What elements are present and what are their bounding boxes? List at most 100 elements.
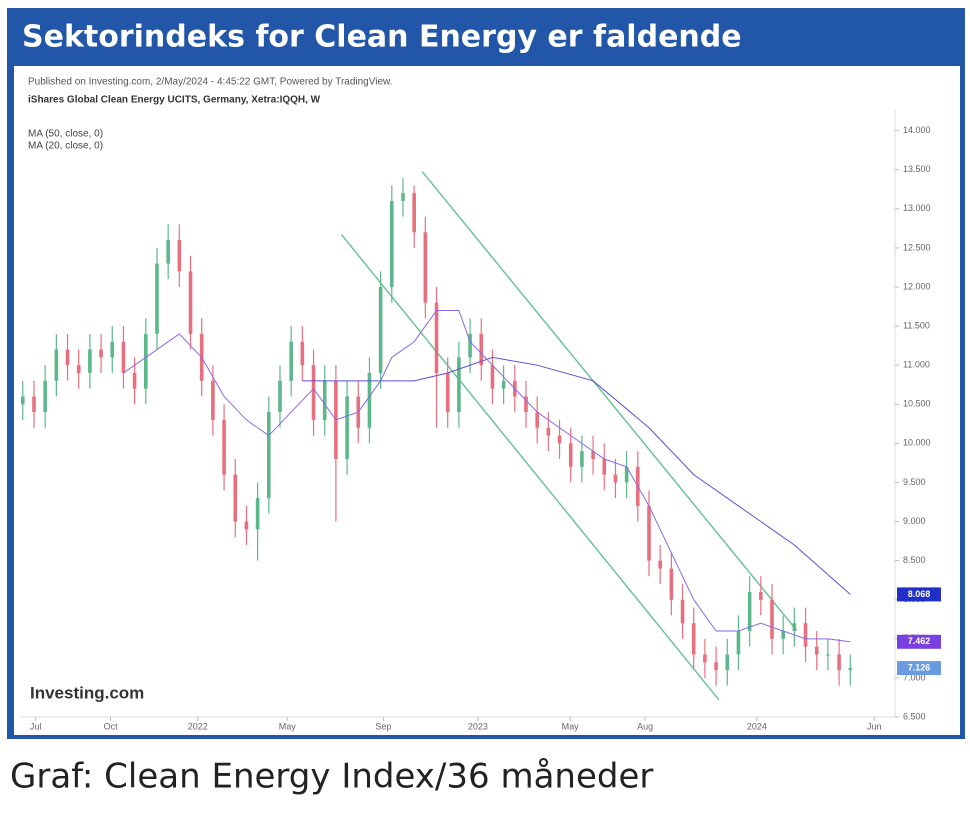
candle-body	[412, 193, 416, 233]
candle-body	[468, 333, 472, 358]
x-tick-label: 2023	[468, 721, 488, 731]
candle-body	[613, 474, 618, 483]
candle-body	[132, 373, 137, 389]
candle-body	[591, 451, 595, 459]
candle-body	[99, 349, 103, 358]
candle-body	[445, 373, 450, 413]
candle-body	[367, 373, 372, 428]
y-tick-label: 11.500	[903, 320, 930, 330]
candle-body	[322, 380, 327, 420]
candle-body	[255, 498, 260, 530]
candle-body	[647, 505, 651, 561]
published-note: Published on Investing.com, 2/May/2024 -…	[28, 77, 392, 88]
legend-entry: MA (50, close, 0)	[28, 129, 103, 140]
x-tick-label: Aug	[637, 721, 653, 731]
trendline	[421, 170, 798, 631]
candle-body	[490, 365, 495, 389]
candle-body	[143, 333, 148, 389]
candle-body	[568, 443, 573, 467]
legend-entry: MA (20, close, 0)	[28, 141, 103, 152]
candle-body	[770, 599, 774, 639]
x-tick-label: Oct	[104, 721, 119, 731]
x-tick-label: May	[279, 721, 297, 731]
candle-body	[714, 662, 718, 671]
candle-body	[826, 654, 830, 656]
y-tick-label: 13.500	[903, 164, 931, 174]
candle-body	[88, 349, 92, 373]
candle-body	[501, 380, 506, 389]
candle-body	[155, 263, 159, 334]
y-tick-label: 9.500	[903, 477, 926, 487]
y-tick-label: 14.000	[903, 125, 931, 135]
x-tick-label: Jul	[30, 721, 42, 731]
chart-title: iShares Global Clean Energy UCITS, Germa…	[28, 95, 321, 106]
candle-body	[43, 380, 47, 413]
candle-body	[580, 451, 584, 467]
candle-body	[188, 271, 193, 334]
candle-body	[759, 591, 763, 600]
y-tick-label: 6.500	[903, 711, 926, 721]
y-tick-label: 10.500	[903, 399, 931, 409]
candle-body	[457, 357, 461, 413]
candle-body	[401, 193, 405, 201]
candle-body	[658, 560, 662, 569]
candle-body	[814, 646, 819, 655]
x-tick-label: 2024	[747, 721, 767, 731]
candle-body	[837, 654, 841, 671]
last-value-box	[897, 587, 941, 602]
candle-body	[691, 623, 696, 655]
candle-body	[278, 380, 282, 413]
candle-body	[65, 349, 70, 366]
candle-body	[524, 396, 528, 413]
candle-body	[535, 412, 539, 428]
x-tick-label: 2022	[188, 721, 208, 731]
candle-body	[244, 521, 249, 530]
last-value-box	[897, 661, 941, 676]
x-tick-label: Sep	[375, 721, 391, 731]
last-value-label: 7.126	[908, 662, 931, 672]
candle-body	[211, 380, 215, 420]
candle-body	[479, 333, 484, 366]
x-tick-label: Jun	[867, 721, 882, 731]
candle-body	[54, 349, 59, 381]
candle-body	[736, 631, 741, 655]
candle-body	[76, 365, 81, 373]
trendline	[340, 234, 720, 701]
candle-body	[624, 466, 629, 483]
page-title: Sektorindeks for Clean Energy er faldend…	[22, 20, 742, 55]
candle-body	[725, 654, 730, 671]
ma-line	[302, 356, 851, 595]
candle-body	[289, 341, 293, 381]
candle-body	[121, 341, 126, 373]
y-tick-label: 11.000	[903, 360, 930, 370]
candle-body	[110, 341, 115, 358]
candle-body	[781, 631, 785, 639]
candle-body	[390, 201, 394, 287]
candle-body	[434, 302, 439, 373]
x-tick-label: May	[562, 721, 580, 731]
candle-body	[233, 474, 238, 522]
candle-body	[300, 341, 305, 366]
candle-body	[378, 287, 383, 373]
candle-body	[423, 232, 428, 303]
candle-body	[166, 240, 170, 264]
caption: Graf: Clean Energy Index/36 måneder	[10, 757, 653, 797]
candle-body	[557, 435, 562, 444]
candle-body	[792, 623, 797, 631]
y-tick-label: 13.000	[903, 203, 931, 213]
y-tick-label: 9.000	[903, 516, 926, 526]
y-tick-label: 12.000	[903, 281, 931, 291]
chart-area	[14, 66, 960, 735]
candle-body	[311, 365, 316, 420]
candle-body	[669, 568, 674, 600]
y-tick-label: 12.500	[903, 242, 931, 252]
candle-body	[803, 623, 808, 647]
candle-body	[747, 591, 752, 631]
candle-body	[345, 396, 349, 459]
candle-body	[602, 459, 607, 475]
candle-body	[20, 396, 25, 405]
candle-body	[32, 396, 36, 413]
ma-line	[123, 309, 851, 643]
candle-body	[703, 654, 707, 663]
